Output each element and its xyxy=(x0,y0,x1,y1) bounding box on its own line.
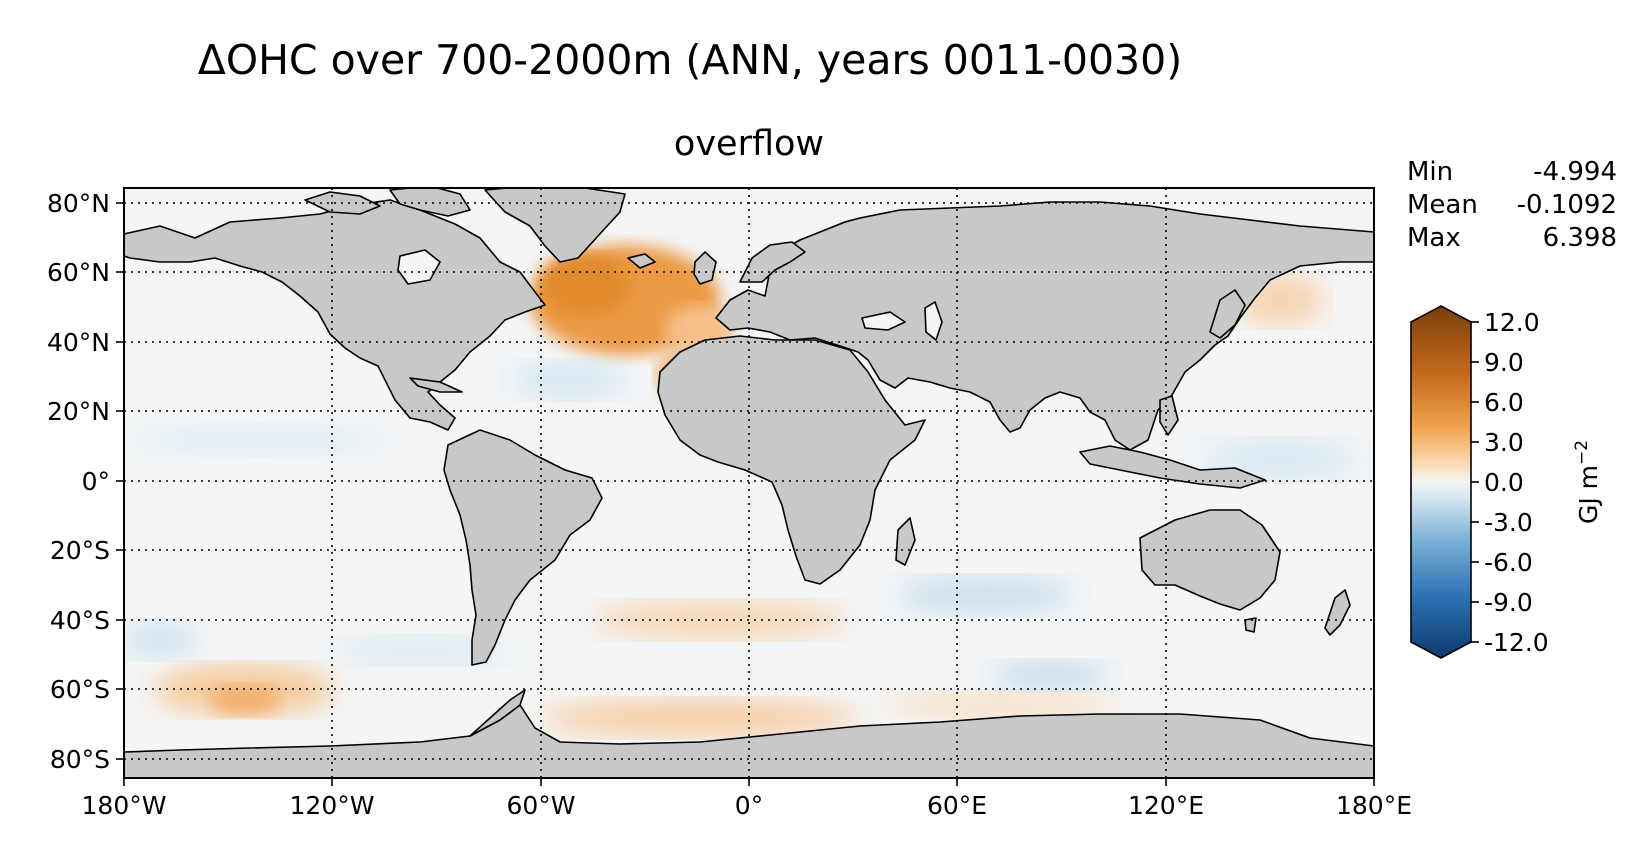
land-australia xyxy=(1139,509,1281,611)
stat-mean-value: -0.1092 xyxy=(1516,190,1617,220)
land-indonesia xyxy=(1079,445,1266,489)
colorbar-tick-labels: 12.0 9.0 6.0 3.0 0.0 -3.0 -6.0 -9.0 -12.… xyxy=(1484,308,1549,657)
land-south-america xyxy=(443,429,603,666)
land-scandinavia xyxy=(739,241,806,283)
lon-label: 0° xyxy=(735,791,763,820)
lon-label: 180°W xyxy=(82,791,167,820)
stat-max-label: Max xyxy=(1407,223,1461,253)
land-tasmania xyxy=(1244,617,1257,633)
lon-label: 120°E xyxy=(1128,791,1204,820)
land-madagascar xyxy=(895,517,916,566)
warm-anomaly-labrador xyxy=(540,255,630,315)
stat-max-value: 6.398 xyxy=(1542,223,1617,253)
stat-mean: Mean -0.1092 xyxy=(1407,189,1617,222)
cool-anomaly-indian-south xyxy=(895,577,1075,613)
colorbar-body xyxy=(1410,305,1472,659)
land-antarctic-peninsula xyxy=(469,689,526,737)
lat-label: 80°S xyxy=(50,745,110,774)
land-north-america xyxy=(124,199,546,431)
land-philippines xyxy=(1159,395,1179,436)
land-caspian xyxy=(924,301,943,341)
colorbar-tick-label: 12.0 xyxy=(1484,308,1540,337)
lat-label: 20°N xyxy=(47,397,110,426)
cool-anomaly-pacific-tropics xyxy=(130,426,390,454)
lat-label: 20°S xyxy=(50,536,110,565)
figure-title: ΔOHC over 700-2000m (ANN, years 0011-003… xyxy=(197,36,1183,84)
lon-tick-labels: 180°W 120°W 60°W 0° 60°E 120°E 180°E xyxy=(82,791,1412,820)
panel-subtitle: overflow xyxy=(673,124,825,164)
stat-max: Max 6.398 xyxy=(1407,222,1617,255)
lat-label: 60°S xyxy=(50,675,110,704)
stat-min: Min -4.994 xyxy=(1407,156,1617,189)
lon-label: 180°E xyxy=(1336,791,1412,820)
colorbar-ticks xyxy=(1471,321,1479,643)
warm-anomaly-antarctic-atlantic xyxy=(540,700,860,736)
cool-anomaly-drake xyxy=(330,636,510,664)
map-panel xyxy=(124,188,1374,778)
land-cuba xyxy=(409,377,463,393)
lat-label: 80°N xyxy=(47,189,110,218)
land-greenland xyxy=(484,188,626,263)
land-britain xyxy=(693,251,717,285)
lat-tick-marks xyxy=(116,202,124,760)
colorbar-tick-label: 3.0 xyxy=(1484,428,1524,457)
cool-anomaly-southern-indian xyxy=(990,661,1110,689)
colorbar-units-base: GJ m xyxy=(1574,465,1603,524)
stat-min-value: -4.994 xyxy=(1533,157,1617,187)
colorbar-tick-label: -9.0 xyxy=(1484,588,1533,617)
colorbar-tick-label: -3.0 xyxy=(1484,508,1533,537)
colorbar-units-superscript: −2 xyxy=(1572,440,1592,465)
land-black-sea xyxy=(861,311,906,331)
land-iceland xyxy=(627,253,656,269)
lon-label: 60°W xyxy=(506,791,575,820)
stat-min-label: Min xyxy=(1407,157,1454,187)
land-africa xyxy=(657,335,926,585)
cool-anomaly-atlantic-subtropics xyxy=(510,362,630,398)
lat-label: 0° xyxy=(82,467,110,496)
cool-anomaly-south-pacific xyxy=(124,622,200,658)
colorbar-tick-label: -6.0 xyxy=(1484,548,1533,577)
colorbar-units: GJ m−2 xyxy=(1572,440,1603,524)
lat-label: 60°N xyxy=(47,258,110,287)
land-eurasia xyxy=(715,201,1374,451)
lon-label: 60°E xyxy=(927,791,987,820)
graticule xyxy=(124,188,1374,778)
lat-tick-labels: 80°N 60°N 40°N 20°N 0° 20°S 40°S 60°S 80… xyxy=(47,189,110,774)
colorbar-tick-label: 6.0 xyxy=(1484,388,1524,417)
stat-mean-label: Mean xyxy=(1407,190,1478,220)
land-hudson-bay-island xyxy=(397,249,441,285)
land-japan xyxy=(1209,289,1246,339)
land-new-zealand xyxy=(1324,589,1351,636)
stats-box: Min -4.994 Mean -0.1092 Max 6.398 xyxy=(1407,156,1617,255)
lat-label: 40°N xyxy=(47,328,110,357)
lon-label: 120°W xyxy=(290,791,375,820)
warm-anomaly-southern-pacific-core xyxy=(210,685,280,715)
colorbar-tick-label: 0.0 xyxy=(1484,468,1524,497)
warm-anomaly-antarctic-indian xyxy=(880,693,1120,717)
land-canadian-arctic-2 xyxy=(389,188,471,217)
colorbar-tick-label: -12.0 xyxy=(1484,628,1549,657)
colorbar-tick-label: 9.0 xyxy=(1484,348,1524,377)
lon-tick-marks xyxy=(123,778,1375,786)
colorbar: 12.0 9.0 6.0 3.0 0.0 -3.0 -6.0 -9.0 -12.… xyxy=(1410,305,1603,659)
lat-label: 40°S xyxy=(50,606,110,635)
